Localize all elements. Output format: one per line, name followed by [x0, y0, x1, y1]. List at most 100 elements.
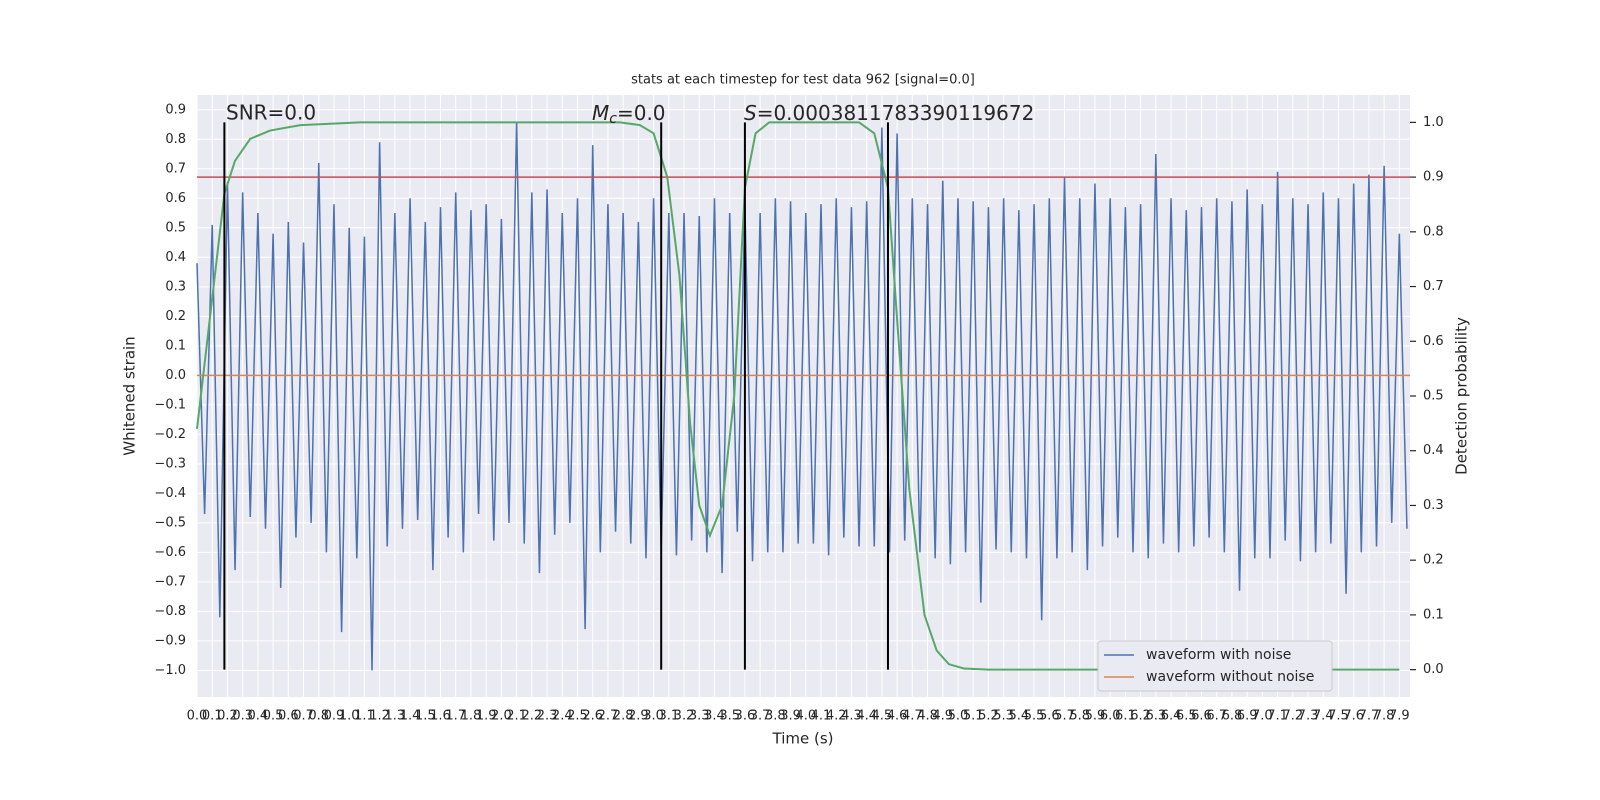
x-tick-label: 7.0 — [1252, 709, 1273, 724]
y-tick-label: 0.6 — [165, 191, 186, 206]
x-tick-label: 5.7 — [1054, 709, 1075, 724]
y-tick-label: 0.4 — [165, 250, 186, 265]
annotation-symbol: S — [744, 101, 757, 125]
x-tick-label: 4.7 — [902, 709, 923, 724]
x-tick-label: 4.6 — [887, 709, 908, 724]
x-tick-label: 7.5 — [1328, 709, 1349, 724]
x-axis-label: Time (s) — [772, 730, 834, 748]
x-tick-label: 1.3 — [385, 709, 406, 724]
x-tick-label: 0.3 — [232, 709, 253, 724]
x-tick-label: 6.8 — [1222, 709, 1243, 724]
x-tick-label: 7.6 — [1343, 709, 1364, 724]
x-tick-label: 7.2 — [1282, 709, 1303, 724]
y-axis-label: Whitened strain — [121, 336, 139, 455]
x-tick-label: 0.5 — [263, 709, 284, 724]
x-tick-label: 4.8 — [917, 709, 938, 724]
x-tick-label: 2.3 — [537, 709, 558, 724]
x-tick-label: 0.7 — [293, 709, 314, 724]
x-tick-label: 4.3 — [841, 709, 862, 724]
y2-tick-label: 0.1 — [1423, 607, 1444, 622]
y2-tick-label: 0.3 — [1423, 498, 1444, 513]
x-tick-label: 0.6 — [278, 709, 299, 724]
x-tick-label: 4.5 — [872, 709, 893, 724]
x-tick-label: 7.3 — [1298, 709, 1319, 724]
y-tick-label: −1.0 — [154, 663, 186, 678]
x-tick-label: 5.8 — [1069, 709, 1090, 724]
y-tick-label: −0.1 — [154, 397, 186, 412]
y2-tick-label: 0.9 — [1423, 170, 1444, 185]
x-tick-label: 0.4 — [248, 709, 269, 724]
x-tick-label: 2.6 — [582, 709, 603, 724]
y-tick-label: −0.3 — [154, 456, 186, 471]
x-tick-label: 3.0 — [643, 709, 664, 724]
x-tick-label: 0.8 — [308, 709, 329, 724]
x-tick-label: 2.7 — [598, 709, 619, 724]
x-tick-label: 2.2 — [521, 709, 542, 724]
x-tick-label: 1.6 — [430, 709, 451, 724]
x-tick-label: 5.0 — [948, 709, 969, 724]
y2-tick-label: 0.0 — [1423, 662, 1444, 677]
x-tick-label: 4.1 — [811, 709, 832, 724]
annotation: S=0.0003811783390119672 — [744, 101, 1034, 125]
x-tick-label: 7.9 — [1389, 709, 1410, 724]
annotation-text: =0.0003811783390119672 — [757, 101, 1035, 125]
x-tick-label: 3.8 — [765, 709, 786, 724]
x-tick-label: 5.1 — [963, 709, 984, 724]
x-tick-label: 6.7 — [1206, 709, 1227, 724]
annotation-text: =0.0 — [617, 101, 666, 125]
y-tick-label: 0.3 — [165, 279, 186, 294]
legend-label: waveform with noise — [1146, 647, 1291, 663]
x-tick-label: 3.7 — [750, 709, 771, 724]
y-tick-label: −0.6 — [154, 545, 186, 560]
x-tick-label: 1.9 — [476, 709, 497, 724]
x-tick-label: 5.3 — [993, 709, 1014, 724]
x-tick-label: 3.5 — [719, 709, 740, 724]
y2-tick-label: 0.7 — [1423, 279, 1444, 294]
y2-tick-label: 0.4 — [1423, 443, 1444, 458]
x-tick-label: 2.4 — [552, 709, 573, 724]
x-tick-label: 4.4 — [856, 709, 877, 724]
y2-tick-label: 0.6 — [1423, 334, 1444, 349]
x-tick-label: 1.5 — [415, 709, 436, 724]
y2-axis-label: Detection probability — [1453, 317, 1471, 475]
x-tick-label: 2.9 — [628, 709, 649, 724]
annotation: Mc=0.0 — [592, 101, 666, 128]
x-tick-label: 6.9 — [1237, 709, 1258, 724]
x-tick-label: 0.2 — [217, 709, 238, 724]
x-tick-label: 6.5 — [1176, 709, 1197, 724]
x-tick-label: 3.4 — [704, 709, 725, 724]
x-tick-label: 7.4 — [1313, 709, 1334, 724]
x-tick-label: 5.5 — [1024, 709, 1045, 724]
x-tick-label: 4.9 — [932, 709, 953, 724]
y-tick-label: 0.1 — [165, 338, 186, 353]
x-tick-label: 1.2 — [369, 709, 390, 724]
x-tick-label: 3.9 — [780, 709, 801, 724]
x-tick-label: 5.9 — [1085, 709, 1106, 724]
x-tick-label: 4.0 — [795, 709, 816, 724]
x-tick-label: 6.4 — [1161, 709, 1182, 724]
y-tick-label: 0.9 — [165, 102, 186, 117]
x-tick-label: 4.2 — [826, 709, 847, 724]
annotation-symbol: M — [592, 101, 609, 125]
legend-box — [1097, 640, 1333, 692]
x-tick-label: 2.8 — [613, 709, 634, 724]
annotation-subscript: c — [609, 111, 617, 127]
x-tick-label: 6.1 — [1115, 709, 1136, 724]
x-tick-label: 2.0 — [491, 709, 512, 724]
y-tick-label: 0.2 — [165, 309, 186, 324]
y2-tick-label: 0.8 — [1423, 224, 1444, 239]
x-tick-label: 6.3 — [1145, 709, 1166, 724]
chart-title: stats at each timestep for test data 962… — [631, 73, 975, 88]
x-tick-label: 6.0 — [1100, 709, 1121, 724]
x-tick-label: 6.2 — [1130, 709, 1151, 724]
x-tick-label: 0.9 — [324, 709, 345, 724]
x-tick-label: 3.1 — [658, 709, 679, 724]
x-tick-label: 1.8 — [461, 709, 482, 724]
x-tick-label: 2.1 — [506, 709, 527, 724]
y-tick-label: −0.9 — [154, 633, 186, 648]
y-tick-label: −0.4 — [154, 486, 186, 501]
x-tick-label: 7.1 — [1267, 709, 1288, 724]
y2-axis: 0.0 0.1 0.2 0.3 0.4 0.5 0.6 0.7 0.8 0.9 1.0 — [1410, 115, 1444, 677]
y-tick-label: −0.7 — [154, 574, 186, 589]
